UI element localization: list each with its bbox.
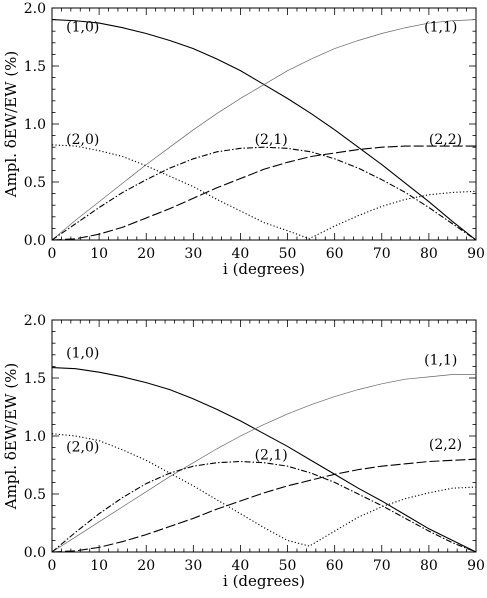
x-tick-label: 60 (326, 246, 344, 262)
y-tick-label: 1.5 (24, 59, 46, 75)
x-tick-label: 0 (48, 246, 57, 262)
y-tick-label: 2.0 (24, 313, 46, 329)
curve-label: (1,1) (424, 352, 457, 368)
x-axis-label: i (degrees) (223, 260, 305, 278)
x-tick-label: 10 (90, 246, 108, 262)
y-tick-label: 0.0 (24, 545, 46, 561)
curve-label: (2,1) (255, 448, 288, 464)
curve-label: (1,1) (424, 20, 457, 36)
x-tick-label: 90 (467, 246, 485, 262)
x-tick-label: 40 (232, 558, 250, 574)
plot-frame (51, 319, 477, 553)
series-line-1-1 (51, 19, 477, 241)
x-tick-label: 40 (232, 246, 250, 262)
x-axis-label: i (degrees) (223, 572, 305, 590)
curve-label: (2,0) (66, 132, 99, 148)
x-tick-label: 70 (373, 558, 391, 574)
curve-label: (2,1) (255, 132, 288, 148)
x-tick-label: 20 (137, 558, 155, 574)
bottom-chart-panel: 0 10 20 30 40 50 60 70 80 90 0.0 0.5 1.0 1.5 2.0 i (deg… (2, 313, 485, 590)
top-chart-panel: 0 10 20 30 40 50 60 70 80 90 0.0 0.5 1.0 1.5 2.0 i (deg… (2, 1, 485, 278)
series-line-2-2 (51, 458, 477, 553)
x-tick-label: 80 (420, 246, 438, 262)
x-tick-label: 30 (184, 558, 202, 574)
x-tick-label: 50 (279, 558, 297, 574)
curve-label: (2,2) (429, 132, 462, 148)
curve-label: (2,2) (429, 437, 462, 453)
x-tick-label: 90 (467, 558, 485, 574)
y-tick-label: 1.0 (24, 429, 46, 445)
y-axis-label: Ampl. δEW/EW (%) (2, 51, 20, 199)
series-line-1-0 (51, 19, 477, 241)
plot-frame (51, 7, 477, 241)
y-axis-label: Ampl. δEW/EW (%) (2, 363, 20, 511)
y-tick-label: 1.5 (24, 371, 46, 387)
y-tick-label: 0.5 (24, 175, 46, 191)
y-tick-label: 0.0 (24, 233, 46, 249)
y-tick-label: 1.0 (24, 117, 46, 133)
series-line-2-0 (51, 144, 477, 240)
curve-label: (1,0) (66, 20, 99, 36)
series-line-1-0 (51, 367, 477, 553)
x-tick-label: 10 (90, 558, 108, 574)
series-line-2-1 (51, 146, 477, 241)
curve-label: (2,0) (66, 439, 99, 455)
series-line-2-2 (51, 145, 476, 241)
y-tick-label: 0.5 (24, 487, 46, 503)
x-tick-label: 80 (420, 558, 438, 574)
x-tick-label: 60 (326, 558, 344, 574)
series-line-2-1 (51, 460, 477, 553)
y-tick-label: 2.0 (24, 1, 46, 17)
x-tick-label: 20 (137, 246, 155, 262)
curve-label: (1,0) (66, 345, 99, 361)
series-line-1-1 (51, 374, 476, 553)
x-tick-label: 0 (48, 558, 57, 574)
x-tick-label: 70 (373, 246, 391, 262)
x-tick-label: 30 (184, 246, 202, 262)
x-tick-label: 50 (279, 246, 297, 262)
